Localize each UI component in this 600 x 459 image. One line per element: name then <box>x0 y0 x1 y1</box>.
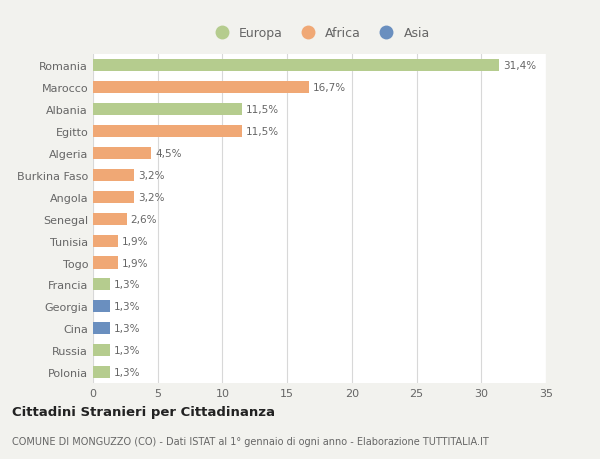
Text: 3,2%: 3,2% <box>139 170 165 180</box>
Text: 11,5%: 11,5% <box>246 127 279 137</box>
Bar <box>93 213 127 225</box>
Bar <box>93 104 242 116</box>
Text: 1,9%: 1,9% <box>121 236 148 246</box>
Bar <box>93 279 110 291</box>
Bar <box>93 344 110 357</box>
Bar <box>93 82 309 94</box>
Bar <box>93 147 151 160</box>
Bar <box>93 323 110 335</box>
Text: 1,3%: 1,3% <box>114 324 140 334</box>
Bar <box>93 191 134 203</box>
Text: 1,3%: 1,3% <box>114 367 140 377</box>
Text: 1,3%: 1,3% <box>114 302 140 312</box>
Text: 16,7%: 16,7% <box>313 83 346 93</box>
Text: Cittadini Stranieri per Cittadinanza: Cittadini Stranieri per Cittadinanza <box>12 405 275 419</box>
Text: 31,4%: 31,4% <box>503 61 536 71</box>
Bar <box>93 60 499 72</box>
Legend: Europa, Africa, Asia: Europa, Africa, Asia <box>204 22 435 45</box>
Bar <box>93 366 110 378</box>
Text: 2,6%: 2,6% <box>131 214 157 224</box>
Bar <box>93 257 118 269</box>
Text: 11,5%: 11,5% <box>246 105 279 115</box>
Text: COMUNE DI MONGUZZO (CO) - Dati ISTAT al 1° gennaio di ogni anno - Elaborazione T: COMUNE DI MONGUZZO (CO) - Dati ISTAT al … <box>12 437 489 446</box>
Text: 4,5%: 4,5% <box>155 149 182 158</box>
Bar <box>93 169 134 181</box>
Text: 1,3%: 1,3% <box>114 346 140 355</box>
Text: 3,2%: 3,2% <box>139 192 165 202</box>
Bar <box>93 235 118 247</box>
Text: 1,9%: 1,9% <box>121 258 148 268</box>
Text: 1,3%: 1,3% <box>114 280 140 290</box>
Bar <box>93 301 110 313</box>
Bar <box>93 126 242 138</box>
